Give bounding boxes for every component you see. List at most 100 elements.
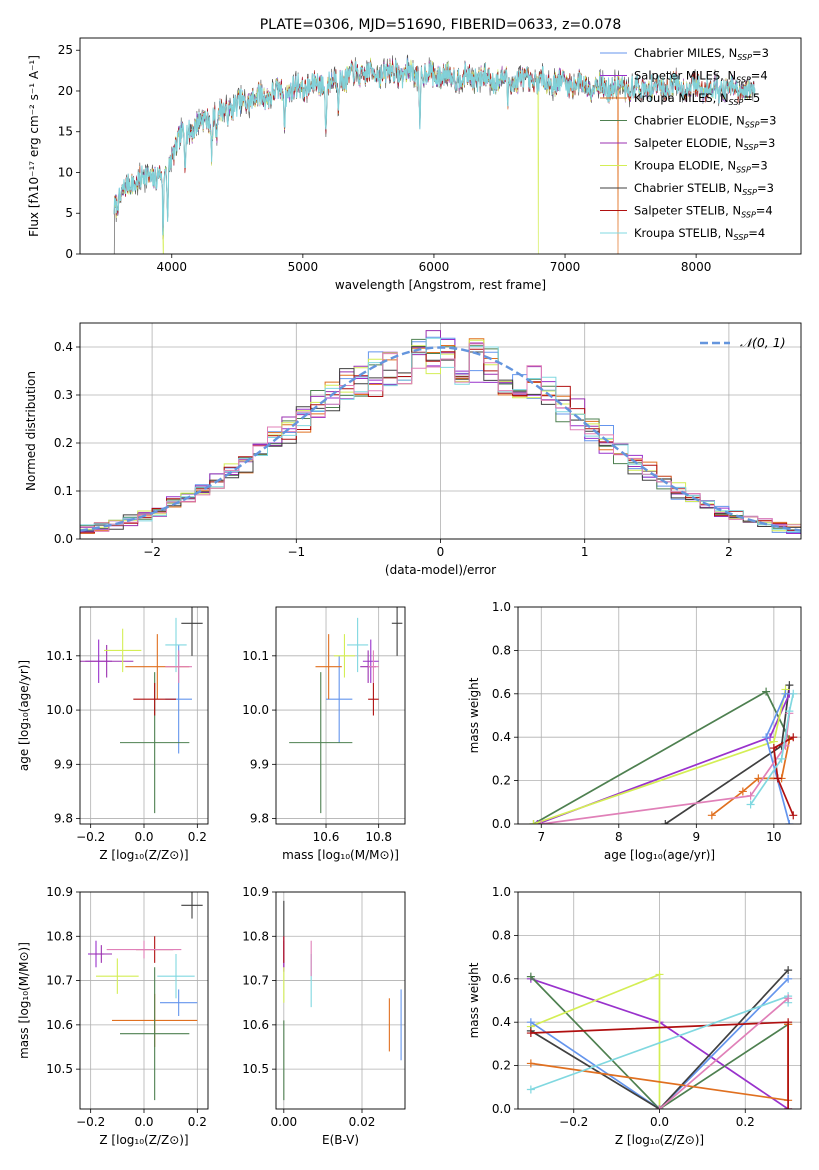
x-tick-label: 8000 [681, 260, 712, 274]
plus-marker [784, 974, 793, 983]
plus-marker [655, 1105, 664, 1109]
data-point [133, 682, 176, 716]
y-tick-label: 0.4 [54, 340, 73, 354]
x-tick-label: 0.0 [134, 830, 153, 844]
plus-marker [762, 687, 771, 696]
plus-marker [526, 1018, 535, 1027]
data-point [160, 989, 198, 1016]
x-tick-label: 2 [725, 545, 733, 559]
y-tick-label: 10.6 [242, 1018, 269, 1032]
legend-label: Salpeter MILES, NSSP=4 [634, 69, 768, 85]
data-point [120, 967, 190, 1101]
legend-label: Chabrier MILES, NSSP=3 [634, 46, 769, 62]
data-point [326, 655, 353, 743]
plus-marker [526, 1029, 535, 1038]
x-axis-label: mass [log₁₀(M/M⊙)] [282, 848, 399, 862]
plus-marker [661, 820, 670, 824]
x-axis-label: (data-model)/error [385, 563, 496, 577]
plus-marker [789, 689, 798, 698]
y-axis-label: Normed distribution [24, 371, 38, 491]
plus-marker [746, 791, 755, 800]
x-tick-label: 8 [615, 830, 623, 844]
data-point [104, 628, 142, 673]
y-tick-label: 10.1 [242, 649, 269, 663]
x-tick-label: 10 [766, 830, 781, 844]
weight-line [749, 693, 795, 805]
x-axis-label: wavelength [Angstrom, rest frame] [335, 278, 546, 292]
axes-frame [79, 37, 802, 255]
histogram-legend: 𝒩(0, 1) [700, 335, 786, 350]
y-tick-label: 10.8 [242, 929, 269, 943]
plus-marker [777, 754, 786, 763]
plus-marker [789, 811, 798, 820]
y-tick-label: 0.2 [492, 1059, 511, 1073]
y-tick-label: 0.6 [492, 972, 511, 986]
data-point [165, 617, 187, 673]
plus-marker [785, 707, 794, 716]
weight_vs_age-axes: 7 8 9 10 0.0 0.2 0.4 0.6 0.8 1.0 age [log₁₀(age/yr… [467, 600, 801, 862]
plus-marker [533, 820, 542, 824]
x-tick-label: 6000 [419, 260, 450, 274]
plus-marker [655, 970, 664, 979]
data-point [368, 682, 379, 716]
data-point [181, 892, 203, 919]
y-tick-label: 9.9 [250, 757, 269, 771]
histogram-series [80, 330, 801, 539]
axes-frame [79, 891, 209, 1110]
y-tick-label: 10.9 [46, 885, 73, 899]
y-tick-label: 10.0 [242, 703, 269, 717]
y-tick-label: 0.1 [54, 484, 73, 498]
weight-line [530, 976, 789, 1109]
data-point [347, 617, 369, 673]
y-tick-label: 20 [58, 84, 73, 98]
legend-label: Kroupa MILES, NSSP=5 [634, 91, 760, 107]
y-tick-label: 0.8 [492, 643, 511, 657]
x-axis-label: E(B-V) [322, 1133, 359, 1147]
mass_vs_EBV-points [283, 900, 402, 1101]
x-tick-label: −0.2 [76, 830, 105, 844]
y-tick-label: 0.6 [492, 687, 511, 701]
x-tick-label: 9 [693, 830, 701, 844]
x-tick-label: 5000 [288, 260, 319, 274]
plus-marker [738, 787, 747, 796]
plus-marker [784, 994, 793, 1003]
spectrum-line [113, 58, 756, 236]
x-tick-label: 0.2 [188, 830, 207, 844]
weight-line [530, 969, 789, 1109]
x-axis-label: Z [log₁₀(Z/Z⊙)] [99, 848, 188, 862]
y-tick-label: 1.0 [492, 600, 511, 614]
plus-marker [762, 733, 771, 742]
data-point [368, 650, 379, 683]
plus-marker [754, 774, 763, 783]
legend-label: Chabrier STELIB, NSSP=3 [634, 181, 774, 197]
spectrum-legend: Chabrier MILES, NSSP=3 Salpeter MILES, NS… [600, 46, 776, 242]
axes-frame [517, 606, 802, 825]
x-tick-label: 4000 [156, 260, 187, 274]
weight-line [530, 978, 789, 1109]
data-point [90, 945, 112, 963]
x-tick-label: 0.02 [349, 1115, 376, 1129]
data-point [315, 634, 342, 700]
y-tick-label: 0.8 [492, 928, 511, 942]
y-tick-label: 10.5 [46, 1062, 73, 1076]
weight-line [541, 713, 791, 824]
data-point [96, 958, 139, 994]
y-tick-label: 5 [65, 206, 73, 220]
legend-label: Kroupa ELODIE, NSSP=3 [634, 159, 768, 175]
data-point [165, 650, 192, 683]
axes-frame [517, 891, 802, 1110]
y-tick-label: 0.0 [54, 532, 73, 546]
plus-marker [537, 820, 546, 824]
histogram-step [80, 343, 801, 539]
plus-marker [785, 820, 794, 824]
x-tick-label: 0.0 [650, 1115, 669, 1129]
weight-line [658, 997, 789, 1109]
y-tick-label: 1.0 [492, 885, 511, 899]
y-axis-label: mass weight [467, 677, 481, 753]
data-point [106, 940, 182, 959]
plus-marker [746, 800, 755, 809]
data-point [391, 607, 403, 656]
legend-label: 𝒩(0, 1) [740, 335, 786, 350]
y-tick-label: 0.0 [492, 817, 511, 831]
